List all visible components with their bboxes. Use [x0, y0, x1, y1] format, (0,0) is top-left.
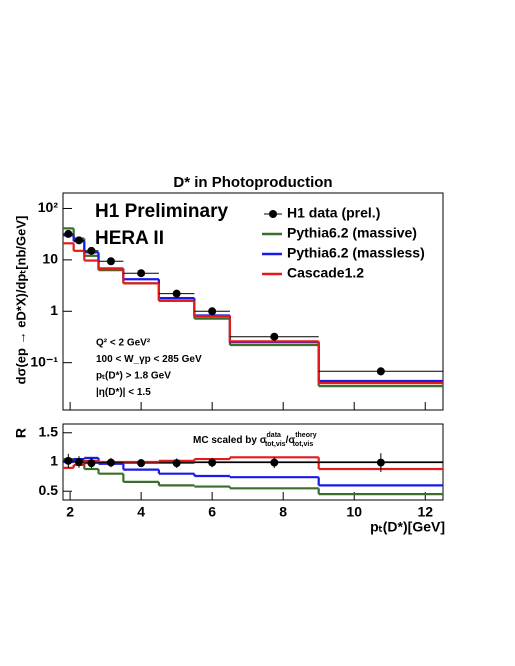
y-tick-label: 10² — [38, 199, 59, 215]
y-tick-label: 1 — [50, 453, 58, 469]
data-point — [74, 458, 83, 466]
annotation: pₜ(D*) > 1.8 GeV — [96, 371, 171, 382]
y-axis-label: R — [13, 428, 29, 438]
x-axis-label: pₜ(D*)[GeV] — [370, 519, 445, 535]
y-tick-label: 1.5 — [39, 423, 59, 439]
data-point — [376, 367, 385, 376]
data-point — [64, 229, 73, 238]
data-point — [172, 289, 181, 298]
data-point — [106, 257, 115, 266]
annotation: 100 < W_γp < 285 GeV — [96, 354, 202, 365]
label: H1 Preliminary — [95, 201, 228, 222]
x-tick-label: 12 — [417, 504, 433, 520]
y-tick-label: 1 — [50, 302, 58, 318]
x-tick-label: 8 — [279, 504, 287, 520]
x-tick-label: 4 — [137, 504, 145, 520]
data-point — [376, 458, 385, 467]
data-point — [208, 458, 217, 467]
data-point — [74, 236, 83, 245]
data-point — [208, 307, 217, 316]
legend-label: Cascade1.2 — [287, 265, 364, 281]
data-point — [270, 458, 279, 467]
x-tick-label: 10 — [346, 504, 362, 520]
x-tick-label: 2 — [66, 504, 74, 520]
data-point — [64, 456, 73, 465]
data-point — [172, 459, 181, 468]
data-point — [270, 332, 279, 341]
y-axis-label: dσ(ep → eD*X)/dpₜ[nb/GeV] — [13, 216, 28, 385]
y-tick-label: 10 — [42, 251, 58, 267]
chart-title: D* in Photoproduction — [173, 174, 332, 191]
annotation: |η(D*)| < 1.5 — [96, 387, 151, 398]
data-point — [87, 246, 96, 255]
annotation: Q² < 2 GeV² — [96, 338, 151, 349]
data-point — [137, 269, 146, 278]
legend-label: Pythia6.2 (massless) — [287, 245, 425, 261]
data-point — [87, 459, 96, 468]
y-tick-label: 10⁻¹ — [30, 353, 58, 369]
x-tick-label: 6 — [208, 504, 216, 520]
legend-label: H1 data (prel.) — [287, 205, 380, 221]
data-point — [106, 458, 115, 467]
label: HERA II — [95, 228, 164, 249]
legend-marker — [269, 210, 277, 218]
legend-label: Pythia6.2 (massive) — [287, 225, 417, 241]
top-frame — [62, 192, 444, 411]
y-tick-label: 0.5 — [39, 482, 59, 498]
data-point — [137, 459, 146, 468]
ratio-note: MC scaled by σdata tot,vis/σtheory tot,vis — [193, 432, 317, 448]
